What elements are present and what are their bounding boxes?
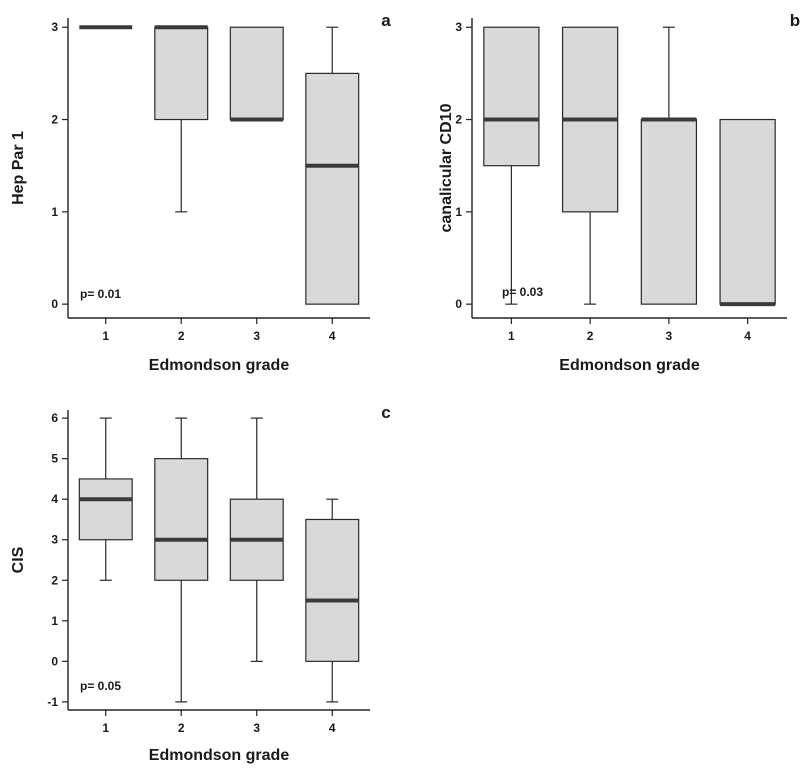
box-iqr [229,26,284,121]
x-tick-label: 3 [253,329,260,343]
y-tick-label: 1 [51,614,58,628]
box-grade-2 [154,417,209,703]
y-axis-title: CIS [10,546,27,573]
y-tick-label: 5 [51,452,58,466]
x-tick-label: 4 [329,721,336,735]
y-tick-label: 1 [51,205,58,219]
y-tick-label: 3 [455,20,462,34]
x-tick-label: 4 [329,329,336,343]
x-tick-label: 3 [253,721,260,735]
box-iqr [154,458,209,581]
y-tick-label: 2 [455,113,462,127]
chart-panel-b: 0 1 2 3 1 2 3 4 Edmondson grade canalicular CD10 b… [438,11,800,374]
y-tick-label: 4 [51,492,58,506]
box-grade-4 [305,498,360,703]
x-axis-title: Edmondson grade [149,747,290,764]
x-tick-label: 1 [102,329,109,343]
box-iqr [640,118,698,305]
box-iqr [78,478,133,541]
box-iqr [483,26,540,167]
panel-letter: c [381,403,390,422]
x-axis-title: Edmondson grade [559,357,700,374]
box-grade-1 [483,26,540,305]
x-tick-label: 3 [666,329,673,343]
box-grade-2 [561,26,619,305]
y-tick-label: -1 [47,695,58,709]
x-tick-label: 2 [587,329,594,343]
y-axis-title: canalicular CD10 [438,103,455,232]
p-value-annotation: p= 0.03 [502,285,543,299]
box-iqr [305,518,360,662]
y-tick-label: 1 [455,205,462,219]
box-iqr [305,72,360,305]
box-grade-3 [229,417,284,662]
x-tick-label: 4 [744,329,751,343]
x-tick-label: 2 [178,329,185,343]
y-tick-label: 0 [455,297,462,311]
box-grade-4 [719,118,776,307]
y-tick-label: 0 [51,297,58,311]
y-tick-label: 3 [51,533,58,547]
y-axis-title: Hep Par 1 [10,131,27,205]
box-iqr [719,118,776,305]
box-grade-3 [229,26,284,122]
y-tick-label: 3 [51,20,58,34]
chart-panel-c: -1 0 1 2 3 4 5 6 1 2 3 4 Edmondson grade CIS c p= 0.05 [10,403,391,764]
box-grade-1 [78,417,133,581]
x-axis-title: Edmondson grade [149,357,290,374]
p-value-annotation: p= 0.01 [80,287,121,301]
chart-panel-a: 0 1 2 3 1 2 3 4 Edmondson grade Hep Par 1 a p= 0.01 [10,11,391,374]
panel-letter: b [790,11,800,30]
panel-letter: a [381,11,391,30]
box-grade-4 [305,26,360,305]
x-tick-label: 1 [102,721,109,735]
y-tick-label: 0 [51,654,58,668]
box-iqr [154,26,209,121]
p-value-annotation: p= 0.05 [80,679,121,693]
x-tick-label: 1 [508,329,515,343]
y-tick-label: 2 [51,573,58,587]
y-tick-label: 2 [51,113,58,127]
y-tick-label: 6 [51,411,58,425]
x-tick-label: 2 [178,721,185,735]
box-grade-3 [640,26,698,305]
box-grade-2 [154,25,209,213]
